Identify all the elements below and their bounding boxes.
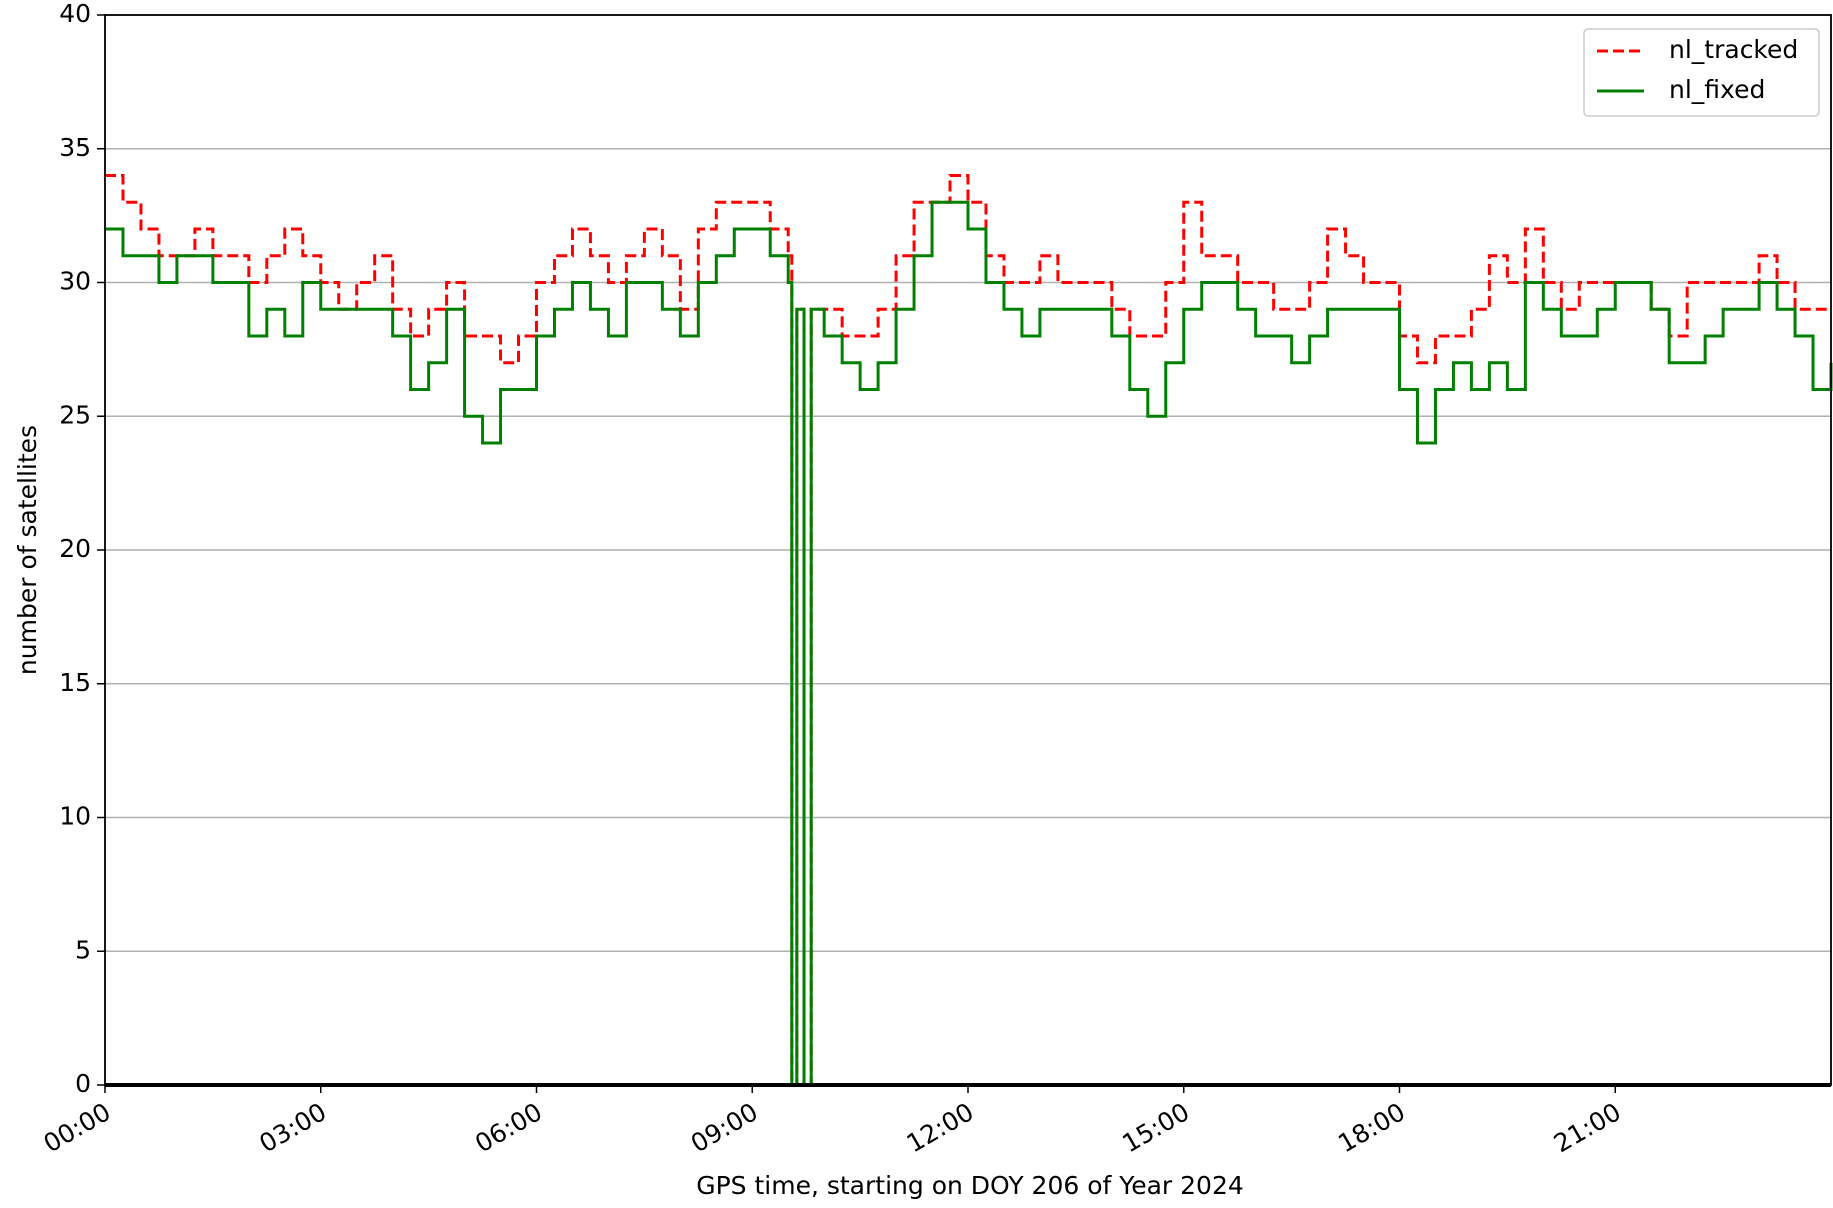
series-line [105, 174, 1831, 1087]
y-tick-label: 40 [59, 0, 91, 28]
series-line [105, 200, 1833, 1087]
legend-box [1583, 28, 1820, 117]
y-tick-label: 10 [59, 802, 91, 831]
y-tick-label: 15 [59, 668, 91, 697]
x-tick-label: 15:00 [1117, 1097, 1194, 1158]
x-tick-label: 12:00 [902, 1097, 979, 1158]
x-tick-label: 06:00 [470, 1097, 547, 1158]
y-tick-label: 0 [75, 1069, 91, 1098]
y-tick-label: 20 [59, 534, 91, 563]
x-tick-label: 03:00 [254, 1097, 331, 1158]
legend-label: nl_fixed [1669, 75, 1765, 104]
y-tick-label: 35 [59, 133, 91, 162]
y-axis-label: number of satellites [13, 425, 42, 675]
x-axis-label: GPS time, starting on DOY 206 of Year 20… [696, 1171, 1244, 1200]
x-tick-label: 21:00 [1549, 1097, 1626, 1158]
x-tick-label: 09:00 [686, 1097, 763, 1158]
legend-label: nl_tracked [1669, 35, 1798, 64]
y-tick-label: 5 [75, 935, 91, 964]
x-tick-label: 18:00 [1333, 1097, 1410, 1158]
y-tick-label: 25 [59, 400, 91, 429]
x-tick-label: 00:00 [39, 1097, 116, 1158]
y-tick-label: 30 [59, 267, 91, 296]
